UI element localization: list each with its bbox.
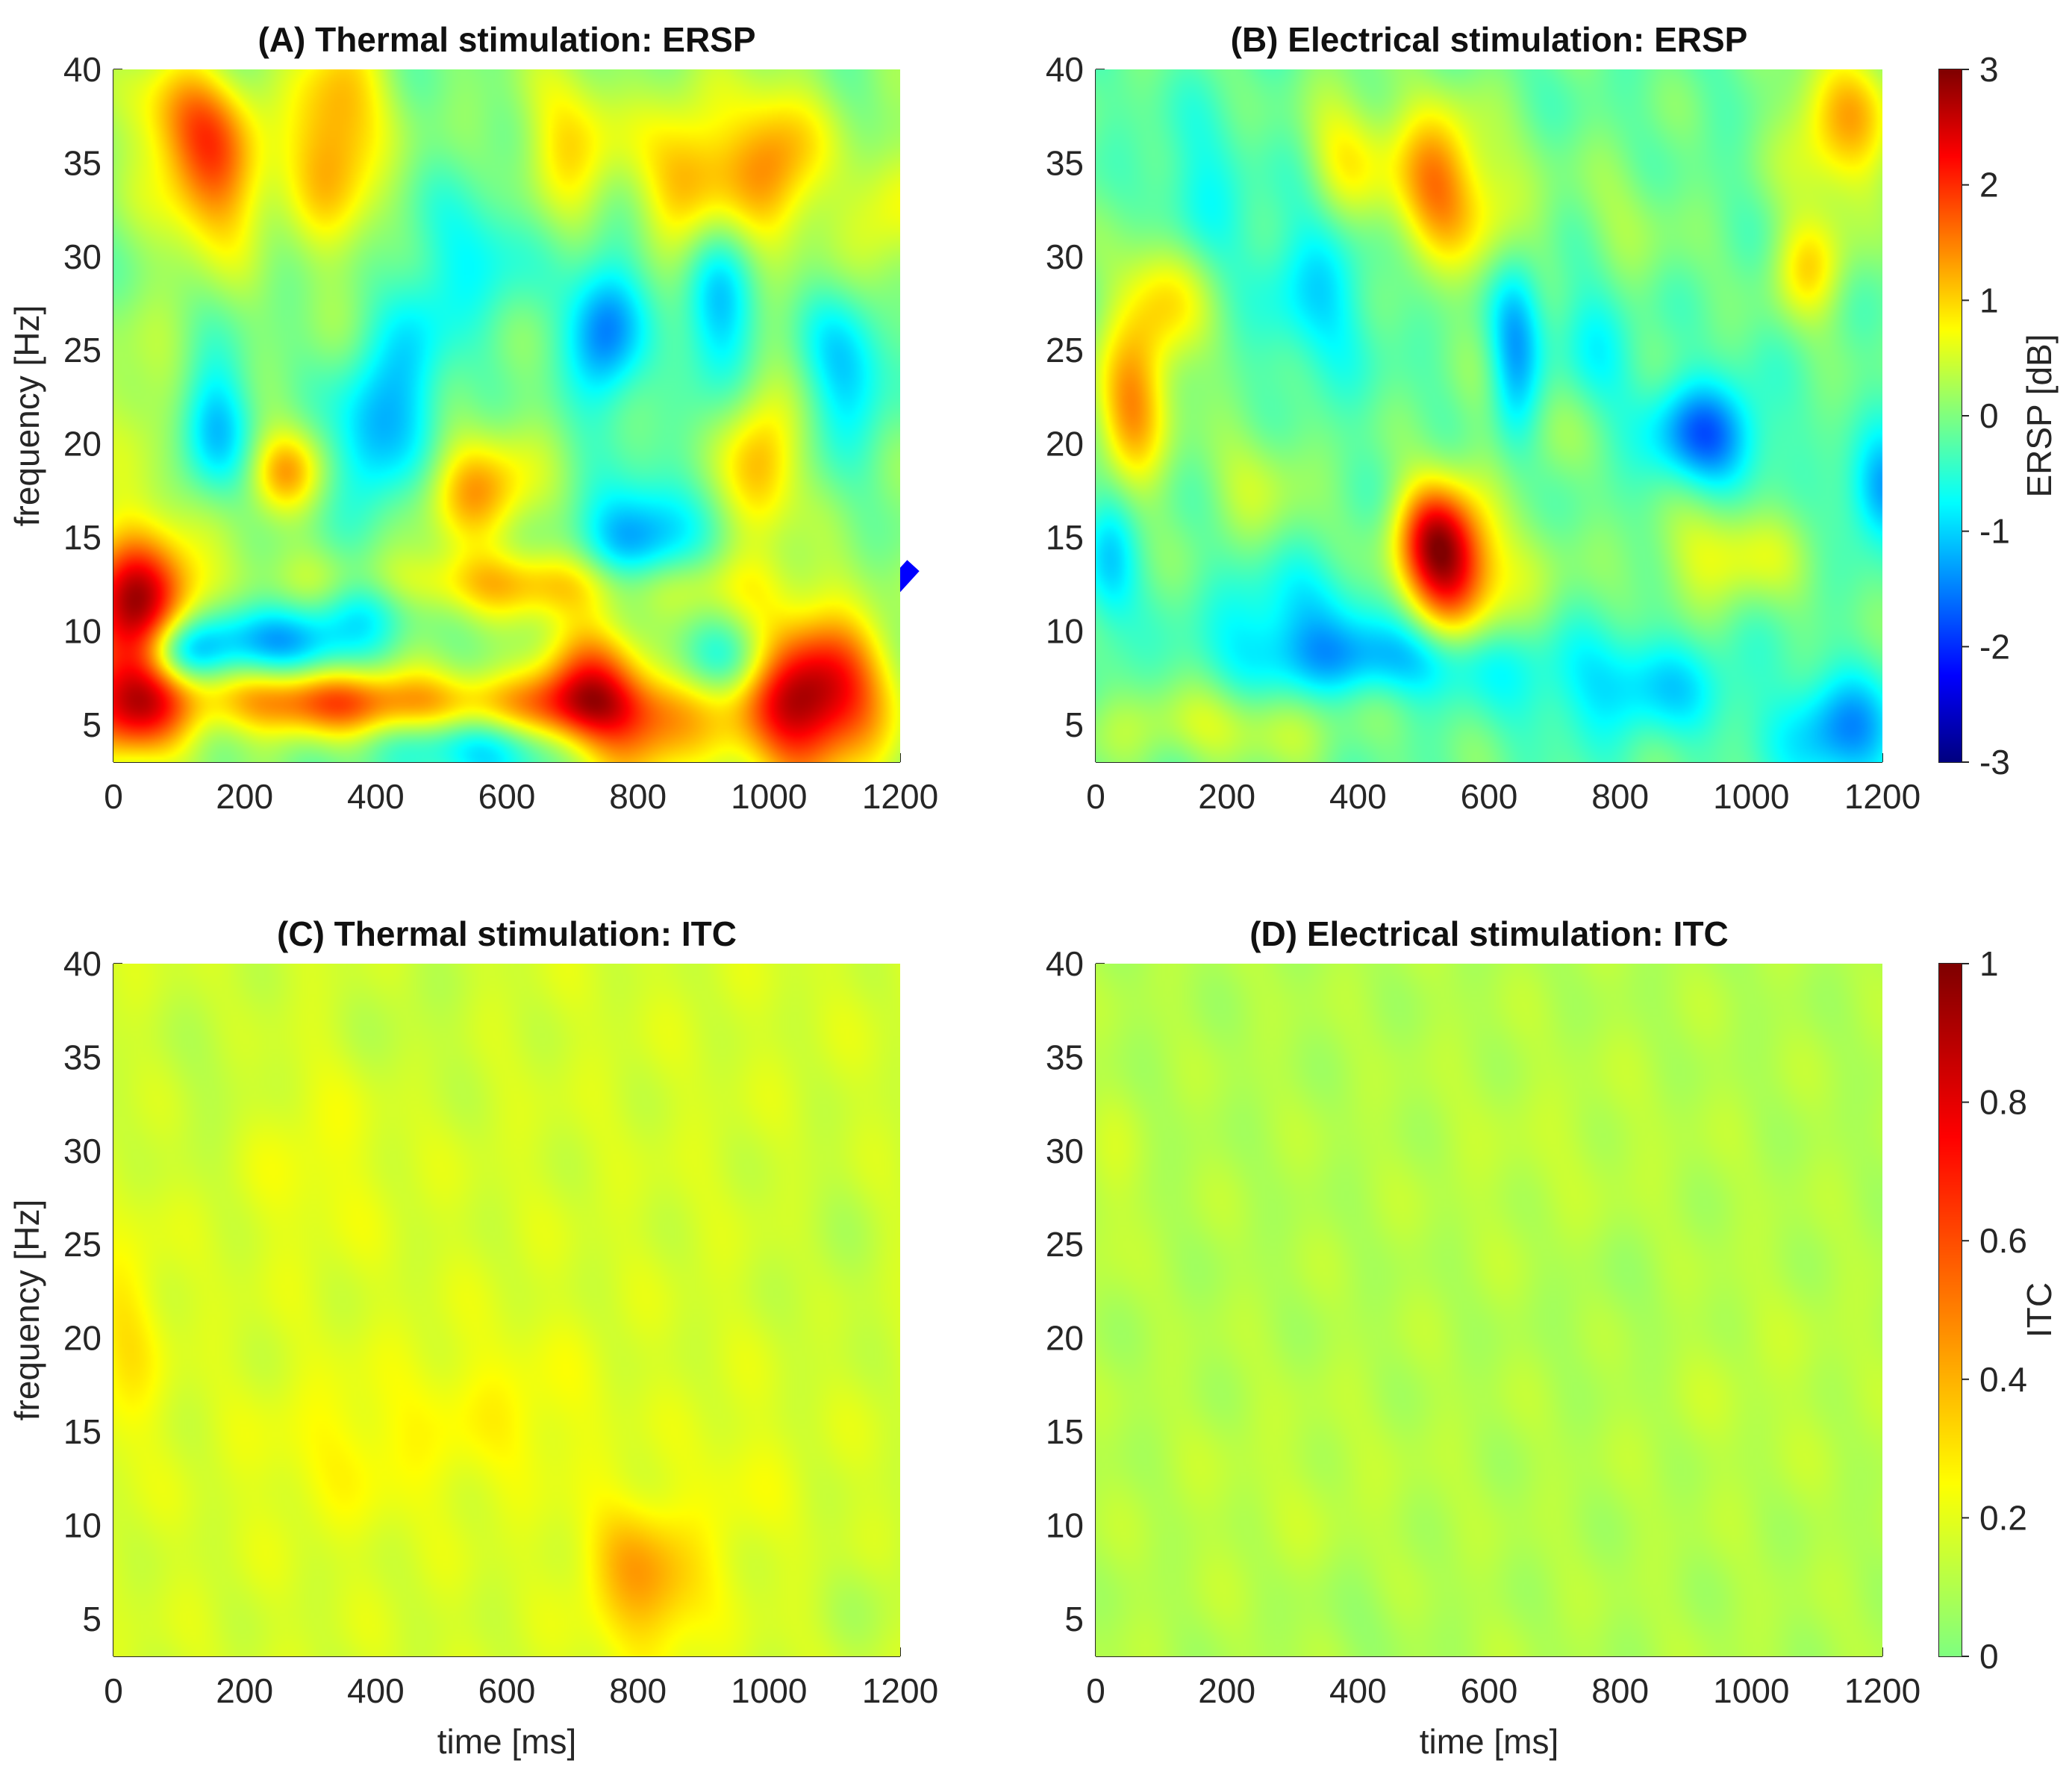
- colorbar-tick-label: -3: [1979, 743, 2010, 782]
- x-tick-label: 1200: [862, 777, 938, 816]
- y-tick-label: 35: [63, 1038, 102, 1076]
- y-tick-label: 35: [1046, 1038, 1084, 1076]
- x-tick-label: 200: [1198, 1671, 1255, 1710]
- y-tick-label: 40: [63, 944, 102, 983]
- y-tick-label: 5: [82, 1600, 102, 1638]
- x-tick-label: 600: [478, 777, 536, 816]
- y-tick-label: 35: [1046, 143, 1084, 182]
- y-tick-label: 15: [1046, 1412, 1084, 1451]
- y-tick-label: 20: [1046, 425, 1084, 464]
- y-tick-label: 5: [82, 705, 102, 744]
- colorbar-tick-label: 1: [1979, 944, 1999, 983]
- y-tick-label: 40: [1046, 944, 1084, 983]
- x-tick-label: 600: [1461, 1671, 1518, 1710]
- colorbar-tick-label: 0.2: [1979, 1498, 2027, 1537]
- y-tick-label: 40: [1046, 50, 1084, 89]
- y-tick-label: 10: [63, 611, 102, 650]
- x-tick-label: 400: [1329, 1671, 1387, 1710]
- x-tick-label: 0: [1086, 1671, 1105, 1710]
- x-tick-label: 1000: [731, 1671, 807, 1710]
- y-tick-label: 20: [63, 425, 102, 464]
- y-tick-label: 30: [1046, 237, 1084, 276]
- y-tick-label: 15: [63, 518, 102, 557]
- colorbar-tick-label: 0.8: [1979, 1083, 2027, 1122]
- x-tick-label: 200: [1198, 777, 1255, 816]
- colorbar-tick-label: 0: [1979, 1637, 1999, 1676]
- y-tick-label: 20: [63, 1319, 102, 1358]
- white-arrow: [1479, 428, 1567, 528]
- x-tick-label: 0: [1086, 777, 1105, 816]
- panel-title-c: (C) Thermal stimulation: ITC: [277, 914, 737, 953]
- colorbar-tick-label: -1: [1979, 512, 2010, 551]
- y-tick-label: 5: [1064, 705, 1084, 744]
- y-tick-label: 15: [63, 1412, 102, 1451]
- x-tick-label: 1200: [1844, 777, 1920, 816]
- y-tick-label: 25: [1046, 331, 1084, 369]
- x-tick-label: 400: [1329, 777, 1387, 816]
- axes-layer: 0 200 400 600 800 1000 1200510152025303540(A) …: [7, 20, 2059, 1761]
- y-tick-label: 25: [63, 1225, 102, 1264]
- x-tick-label: 400: [347, 1671, 405, 1710]
- y-tick-label: 25: [1046, 1225, 1084, 1264]
- x-tick-label: 600: [1461, 777, 1518, 816]
- panel-title-b: (B) Electrical stimulation: ERSP: [1231, 20, 1748, 59]
- blue-arrow: [828, 560, 920, 660]
- x-axis-label: time [ms]: [437, 1722, 577, 1761]
- y-tick-label: 25: [63, 331, 102, 369]
- colorbar-tick-label: 3: [1979, 50, 1999, 89]
- y-tick-label: 15: [1046, 518, 1084, 557]
- itc-colorbar-label: ITC: [2020, 1282, 2059, 1338]
- x-tick-label: 200: [216, 1671, 273, 1710]
- x-axis-label: time [ms]: [1420, 1722, 1559, 1761]
- x-tick-label: 0: [104, 1671, 123, 1710]
- panel-title-a: (A) Thermal stimulation: ERSP: [258, 20, 755, 59]
- y-tick-label: 20: [1046, 1319, 1084, 1358]
- x-tick-label: 600: [478, 1671, 536, 1710]
- x-tick-label: 400: [347, 777, 405, 816]
- x-tick-label: 1000: [1713, 777, 1789, 816]
- x-tick-label: 1200: [1844, 1671, 1920, 1710]
- x-tick-label: 800: [609, 777, 667, 816]
- y-tick-label: 40: [63, 50, 102, 89]
- colorbar-tick-label: 2: [1979, 166, 1999, 205]
- colorbar-tick-label: 0.6: [1979, 1221, 2027, 1260]
- ersp-colorbar-label: ERSP [dB]: [2020, 334, 2059, 497]
- x-tick-label: 200: [216, 777, 273, 816]
- colorbar-tick-label: 0: [1979, 396, 1999, 435]
- y-tick-label: 30: [63, 237, 102, 276]
- colorbar-tick-label: -2: [1979, 627, 2010, 666]
- y-tick-label: 10: [1046, 1506, 1084, 1544]
- y-axis-label: frequency [Hz]: [7, 1200, 46, 1421]
- y-tick-label: 5: [1064, 1600, 1084, 1638]
- y-axis-label: frequency [Hz]: [7, 305, 46, 527]
- panel-title-d: (D) Electrical stimulation: ITC: [1249, 914, 1729, 953]
- x-tick-label: 1200: [862, 1671, 938, 1710]
- y-tick-label: 30: [63, 1132, 102, 1170]
- x-tick-label: 800: [1591, 1671, 1649, 1710]
- black-arrow: [684, 1459, 776, 1563]
- colorbar-tick-label: 1: [1979, 281, 1999, 319]
- x-tick-label: 1000: [731, 777, 807, 816]
- itc-colorbar-frame: [1938, 963, 1962, 1657]
- y-tick-label: 30: [1046, 1132, 1084, 1170]
- y-tick-label: 10: [1046, 611, 1084, 650]
- x-tick-label: 0: [104, 777, 123, 816]
- y-tick-label: 35: [63, 143, 102, 182]
- x-tick-label: 800: [1591, 777, 1649, 816]
- y-tick-label: 10: [63, 1506, 102, 1544]
- ersp-colorbar-frame: [1938, 69, 1962, 763]
- x-tick-label: 1000: [1713, 1671, 1789, 1710]
- colorbar-tick-label: 0.4: [1979, 1360, 2027, 1399]
- x-tick-label: 800: [609, 1671, 667, 1710]
